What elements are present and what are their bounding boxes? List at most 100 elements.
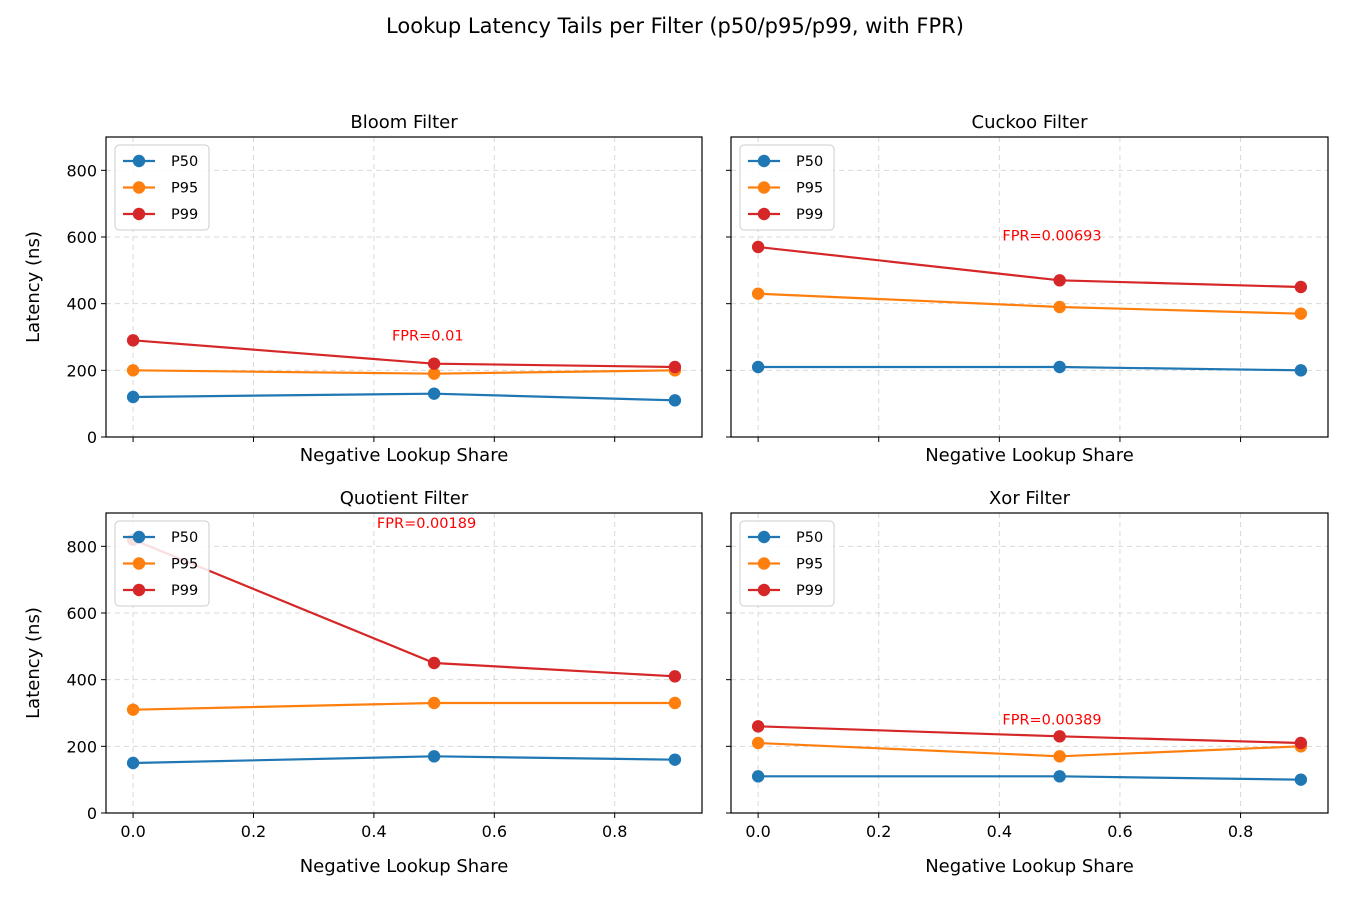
y-tick-label: 600 [66, 228, 97, 247]
legend-marker-p50 [757, 530, 771, 544]
legend-label: P95 [171, 557, 198, 573]
y-axis-label: Latency (ns) [23, 607, 44, 719]
legend-label: P50 [171, 154, 198, 170]
y-tick-label: 600 [66, 604, 97, 623]
legend: P50 P95 P99 [739, 144, 835, 231]
subplot-title: Bloom Filter [350, 112, 458, 133]
x-tick-label: 0.8 [602, 822, 627, 841]
fpr-annotation: FPR=0.00189 [377, 516, 476, 532]
y-tick-label: 200 [66, 737, 97, 756]
data-point-p50 [668, 394, 682, 407]
data-point-p50 [1294, 773, 1308, 786]
subplot-title: Xor Filter [989, 488, 1071, 509]
x-axis-label: Negative Lookup Share [300, 445, 509, 466]
x-tick-label: 0.4 [361, 822, 386, 841]
data-point-p99 [668, 670, 682, 683]
series-line-p95 [758, 741, 1301, 758]
y-tick-label: 0 [87, 428, 97, 447]
data-point-p50 [126, 390, 140, 404]
legend-label: P99 [171, 583, 198, 599]
data-point-p99 [1053, 274, 1066, 287]
data-point-p99 [1294, 736, 1308, 750]
legend-marker-p95 [757, 181, 771, 194]
x-axis-label: Negative Lookup Share [925, 856, 1134, 877]
data-point-p95 [427, 696, 441, 710]
data-point-p50 [751, 770, 765, 783]
plot-frame [105, 136, 703, 438]
data-point-p95 [126, 703, 140, 716]
fpr-annotation: FPR=0.00693 [1002, 228, 1101, 244]
data-point-p99 [427, 656, 441, 670]
legend-marker-p95 [757, 557, 771, 570]
series-line-p99 [758, 725, 1301, 745]
legend-label: P50 [796, 530, 823, 546]
legend: P50 P95 P99 [114, 520, 210, 607]
legend-label: P95 [796, 557, 823, 573]
plot-frame [105, 512, 703, 814]
x-tick-label: 0.4 [987, 822, 1012, 841]
x-tick-label: 0.2 [241, 822, 266, 841]
legend-marker-p95 [132, 557, 146, 570]
data-point-p50 [1053, 770, 1066, 783]
series-line-p99 [758, 245, 1301, 289]
data-point-p99 [1294, 280, 1308, 294]
subplot-title: Cuckoo Filter [972, 112, 1089, 133]
data-point-p99 [1053, 730, 1066, 743]
legend-label: P50 [171, 530, 198, 546]
data-point-p50 [427, 750, 441, 763]
subplot-3: 0.0 0.2 0.4 0.6 0.8 FPR=0.00389 Xor Filter Nega… [726, 488, 1329, 877]
y-tick-label: 0 [87, 804, 97, 823]
data-point-p99 [668, 360, 682, 374]
data-point-p95 [427, 367, 441, 380]
figure-title: Lookup Latency Tails per Filter (p50/p95… [386, 14, 964, 38]
series-line-p50 [133, 755, 675, 765]
legend-marker-p99 [757, 583, 771, 597]
data-point-p99 [751, 240, 765, 254]
x-tick-label: 0.6 [1107, 822, 1132, 841]
subplot-1: FPR=0.00693 Cuckoo Filter Negative Lookup … [726, 112, 1329, 466]
x-tick-label: 0.8 [1228, 822, 1253, 841]
data-point-p95 [126, 364, 140, 377]
fpr-annotation: FPR=0.01 [392, 328, 464, 344]
series-line-p50 [133, 392, 675, 402]
x-tick-label: 0.0 [745, 822, 770, 841]
subplot-0: 0 200 400 600 800 FPR=0.01 Bloom Filter Negativ… [23, 112, 703, 466]
data-point-p99 [126, 334, 140, 347]
plot-frame [730, 512, 1329, 814]
data-point-p50 [668, 753, 682, 766]
x-tick-label: 0.0 [120, 822, 145, 841]
x-axis-label: Negative Lookup Share [925, 445, 1134, 466]
legend-label: P99 [171, 207, 198, 223]
data-point-p95 [668, 696, 682, 710]
legend-marker-p99 [132, 583, 146, 597]
data-point-p99 [751, 720, 765, 733]
legend-label: P95 [796, 181, 823, 197]
legend-label: P99 [796, 207, 823, 223]
subplot-title: Quotient Filter [340, 488, 469, 509]
x-axis-label: Negative Lookup Share [300, 856, 509, 877]
data-point-p99 [427, 357, 441, 370]
data-point-p95 [751, 287, 765, 300]
data-point-p50 [1053, 360, 1066, 374]
legend-marker-p50 [132, 530, 146, 544]
legend-marker-p50 [132, 154, 146, 168]
fpr-annotation: FPR=0.00389 [1002, 713, 1101, 729]
y-tick-label: 200 [66, 361, 97, 380]
y-tick-label: 800 [66, 537, 97, 556]
legend-label: P99 [796, 583, 823, 599]
plot-frame [730, 136, 1329, 438]
y-tick-label: 400 [66, 671, 97, 690]
y-tick-label: 400 [66, 295, 97, 314]
legend-marker-p95 [132, 181, 146, 194]
legend-label: P95 [171, 181, 198, 197]
y-tick-label: 800 [66, 161, 97, 180]
data-point-p95 [1053, 750, 1066, 763]
series-line-p50 [758, 775, 1301, 781]
data-point-p50 [751, 360, 765, 374]
y-axis-label: Latency (ns) [23, 231, 44, 343]
data-point-p50 [1294, 364, 1308, 377]
legend: P50 P95 P99 [114, 144, 210, 231]
legend-label: P50 [796, 154, 823, 170]
series-line-p99 [132, 538, 675, 678]
